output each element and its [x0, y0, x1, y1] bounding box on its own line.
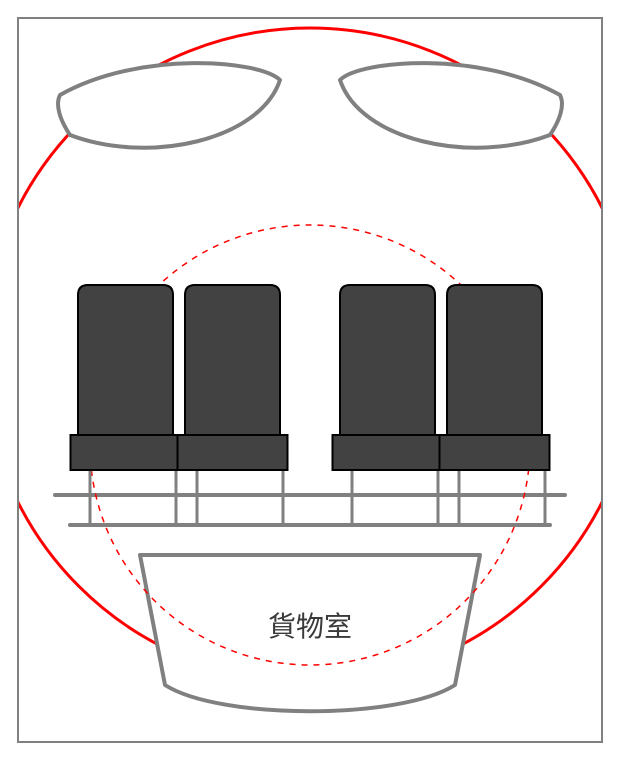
- seat-cushion: [71, 435, 181, 470]
- seat-back: [78, 285, 173, 435]
- seat-cushion: [333, 435, 443, 470]
- seat-cushion: [440, 435, 550, 470]
- seat-back: [340, 285, 435, 435]
- diagram-svg: [0, 0, 620, 760]
- seat-cushion: [178, 435, 288, 470]
- seat-back: [447, 285, 542, 435]
- seat-back: [185, 285, 280, 435]
- diagram-canvas: 貨物室: [0, 0, 620, 760]
- cargo-hold-label: 貨物室: [268, 605, 352, 645]
